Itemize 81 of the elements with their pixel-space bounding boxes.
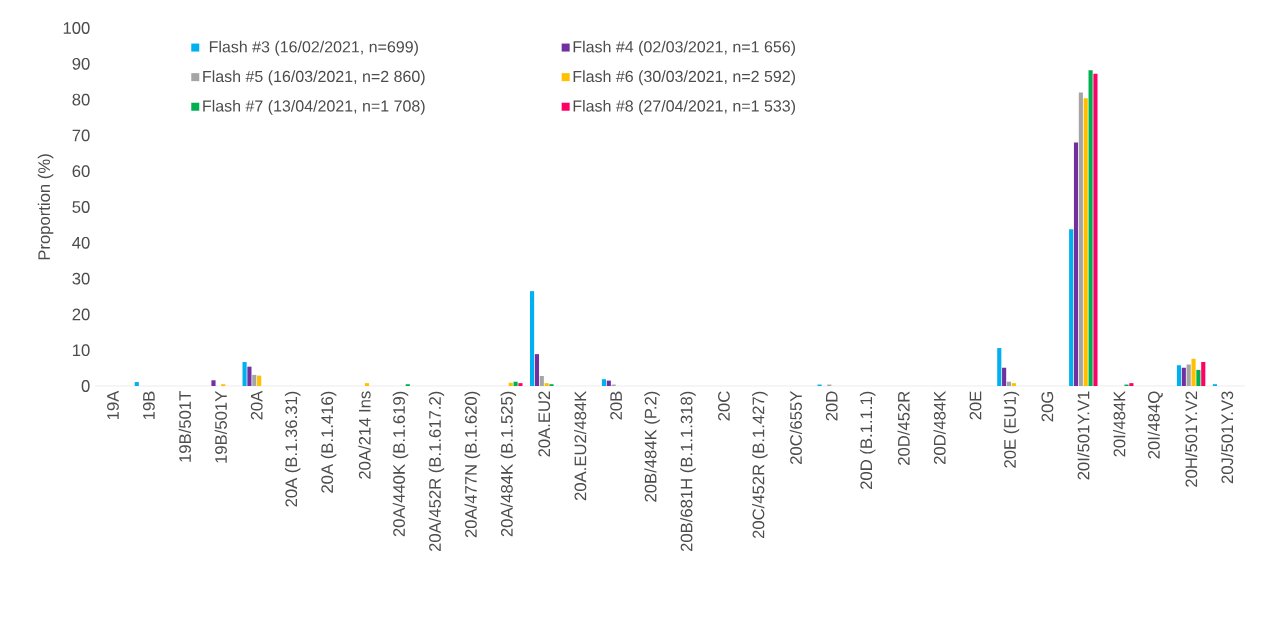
bar xyxy=(1129,383,1134,386)
legend-label: Flash #6 (30/03/2021, n=2 592) xyxy=(573,70,795,86)
x-tick-label: 20C/655Y xyxy=(789,391,802,464)
bar xyxy=(1093,73,1098,386)
x-tick-label: 20I/484K xyxy=(1113,390,1126,457)
bar xyxy=(247,366,252,386)
x-tick-label: 19B/501T xyxy=(178,391,191,462)
y-tick-label: 70 xyxy=(72,129,90,142)
bar xyxy=(508,382,513,386)
x-tick-label: 20C xyxy=(718,391,730,421)
bar xyxy=(1078,92,1083,386)
bar xyxy=(534,354,539,386)
x-tick-label: 20D/452R xyxy=(897,391,910,465)
bar xyxy=(1088,70,1093,386)
legend-label: Flash #3 (16/02/2021, n=699) xyxy=(209,40,418,56)
bar xyxy=(1069,229,1074,386)
bar xyxy=(1011,383,1016,386)
x-tick-label: 20A (B.1.416) xyxy=(320,391,337,493)
x-tick-label: 20I/501Y.V1 xyxy=(1077,391,1090,480)
y-tick-label: 90 xyxy=(72,57,90,70)
x-tick-label: 20A/484K (B.1.525) xyxy=(500,391,517,537)
x-tick-label: 20D/484K xyxy=(933,390,946,464)
bar xyxy=(1186,364,1191,386)
bar xyxy=(601,379,607,386)
bar xyxy=(997,348,1002,386)
x-tick-label: 20A xyxy=(250,390,263,420)
bar xyxy=(257,375,262,386)
bar xyxy=(544,383,549,386)
y-tick-label: 40 xyxy=(72,236,90,249)
x-tick-label: 20D xyxy=(825,391,838,421)
y-tick-label: 100 xyxy=(63,22,90,34)
y-tick-label: 0 xyxy=(81,380,90,392)
x-tick-label: 20D (B.1.1.1) xyxy=(859,391,876,489)
bar xyxy=(1083,98,1088,386)
legend-label: Flash #8 (27/04/2021, n=1 533) xyxy=(573,99,795,115)
bar xyxy=(1002,367,1007,386)
x-tick-label: 20H/501Y.V2 xyxy=(1184,391,1198,487)
bar xyxy=(606,380,611,386)
x-tick-label: 20B/681H (B.1.1.318) xyxy=(680,391,696,552)
x-tick-label: 20J/501Y.V3 xyxy=(1220,391,1234,484)
x-tick-label: 20C/452R (B.1.427) xyxy=(752,391,768,539)
bar xyxy=(1176,365,1182,386)
bar xyxy=(518,383,523,386)
bar xyxy=(252,374,257,386)
x-tick-label: 20A/440K (B.1.619) xyxy=(392,391,409,537)
x-tick-label: 20I/484Q xyxy=(1147,391,1163,459)
x-tick-label: 20G xyxy=(1041,391,1054,422)
x-tick-label: 20A/214 Ins xyxy=(358,391,371,479)
bar xyxy=(1181,367,1186,386)
bar xyxy=(1191,358,1196,386)
bar xyxy=(211,380,216,386)
y-tick-label: 60 xyxy=(72,165,90,178)
x-tick-label: 19A xyxy=(107,390,119,420)
bar xyxy=(530,291,535,386)
bar xyxy=(134,382,139,386)
x-tick-label: 20B xyxy=(610,391,623,420)
bar xyxy=(539,375,544,386)
x-tick-label: 19B/501Y xyxy=(214,391,227,463)
x-tick-label: 20A.EU2 xyxy=(538,391,551,457)
x-tick-label: 20B/484K (P.2) xyxy=(644,391,660,502)
y-axis-title: Proportion (%) xyxy=(37,154,54,260)
y-tick-label: 50 xyxy=(72,201,90,213)
y-tick-label: 30 xyxy=(72,272,90,285)
legend-label: Flash #4 (02/03/2021, n=1 656) xyxy=(573,40,795,56)
x-tick-label: 20A.EU2/484K xyxy=(574,390,587,501)
bar xyxy=(364,383,370,386)
x-tick-label: 20A/452R (B.1.617.2) xyxy=(428,391,445,552)
x-tick-label: 20E xyxy=(969,391,982,420)
bar xyxy=(1201,362,1206,386)
x-tick-label: 19B xyxy=(143,391,155,420)
y-tick-label: 80 xyxy=(72,93,90,106)
x-tick-label: 20E (EU1) xyxy=(1003,391,1020,468)
bar xyxy=(242,362,247,386)
x-tick-label: 20A/477N (B.1.620) xyxy=(464,391,481,538)
x-tick-label: 20A (B.1.36.31) xyxy=(284,391,301,507)
legend-label: Flash #7 (13/04/2021, n=1 708) xyxy=(203,99,425,115)
bar xyxy=(1073,142,1079,386)
bar xyxy=(1196,369,1201,386)
y-tick-label: 10 xyxy=(73,344,90,357)
legend-label: Flash #5 (16/03/2021, n=2 860) xyxy=(203,70,425,86)
y-tick-label: 20 xyxy=(72,308,90,321)
